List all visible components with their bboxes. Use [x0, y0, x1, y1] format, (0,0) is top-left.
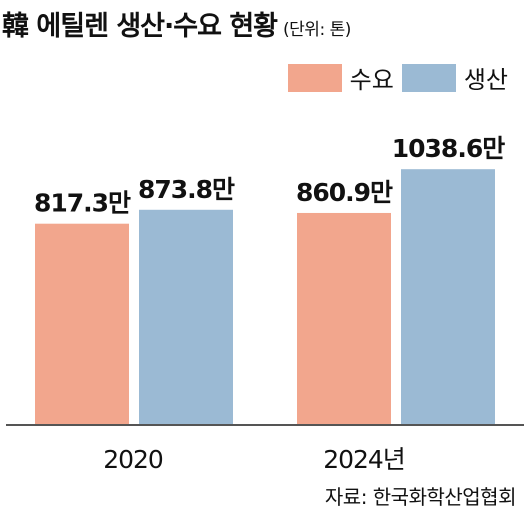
chart-title: 韓 에틸렌 생산·수요 현황 (단위: 톤) [2, 4, 351, 43]
legend-swatch-demand [287, 63, 342, 92]
unit-label: (단위: 톤) [283, 20, 351, 40]
legend-item-demand: 수요 [287, 60, 394, 95]
bar-demand-0 [35, 223, 129, 425]
data-label-demand-0: 817.3만 [34, 189, 131, 218]
data-label-production-1: 1038.6만 [392, 134, 505, 163]
bar-demand-1 [297, 212, 391, 425]
legend-label-production: 생산 [463, 66, 508, 94]
bar-production-0 [139, 209, 233, 425]
x-tick-label-1: 2024년 [323, 445, 405, 474]
chart-legend: 수요 생산 [287, 60, 508, 95]
legend-item-production: 생산 [401, 60, 508, 95]
bar-production-1 [401, 169, 495, 425]
data-label-demand-1: 860.9만 [296, 178, 393, 207]
legend-swatch-production [401, 63, 456, 92]
source-note: 자료: 한국화학산업협회 [324, 485, 517, 509]
legend-label-demand: 수요 [349, 66, 394, 94]
data-label-production-0: 873.8만 [138, 175, 235, 204]
chart-title-text: 韓 에틸렌 생산·수요 현황 [2, 11, 278, 42]
x-tick-label-0: 2020 [103, 445, 163, 474]
